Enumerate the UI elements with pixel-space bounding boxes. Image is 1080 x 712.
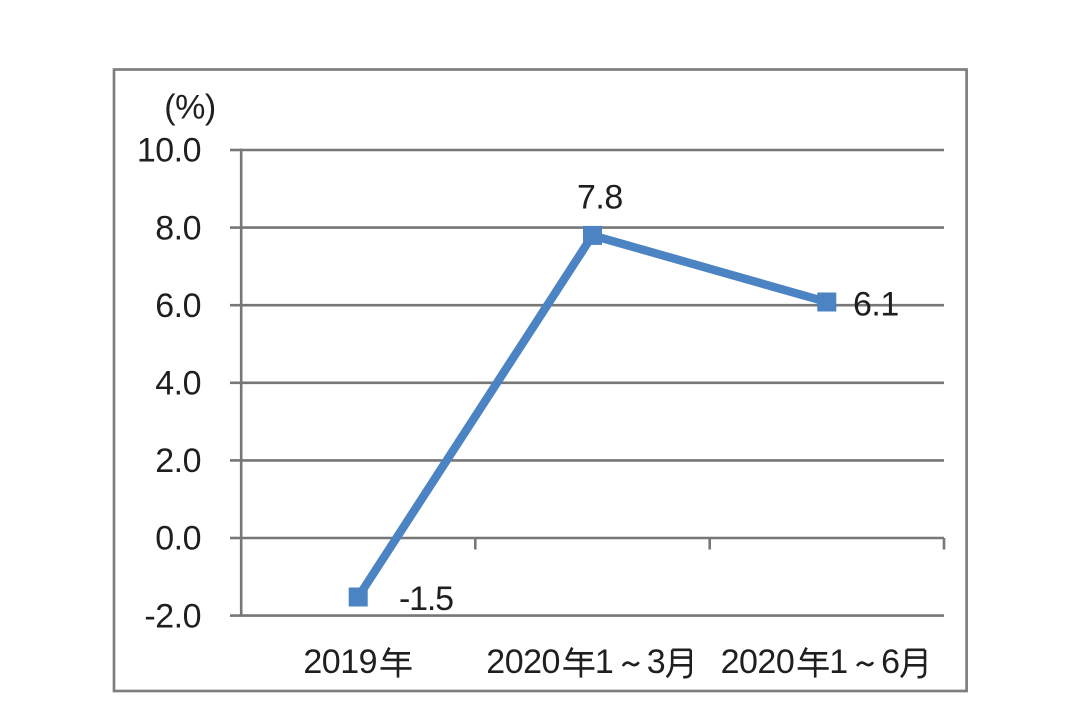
svg-text:6.1: 6.1 bbox=[853, 286, 899, 324]
svg-text:0.0: 0.0 bbox=[155, 520, 201, 558]
svg-text:(%): (%) bbox=[164, 89, 215, 127]
svg-text:8.0: 8.0 bbox=[155, 209, 201, 247]
svg-text:7.8: 7.8 bbox=[577, 179, 623, 217]
svg-text:2.0: 2.0 bbox=[155, 442, 201, 480]
svg-text:2019: 2019 bbox=[303, 643, 377, 681]
svg-text:6: 6 bbox=[881, 643, 899, 681]
svg-text:4.0: 4.0 bbox=[155, 365, 201, 403]
svg-text:2020: 2020 bbox=[721, 643, 795, 681]
svg-text:-2.0: -2.0 bbox=[144, 597, 201, 635]
svg-text:1: 1 bbox=[829, 643, 847, 681]
svg-text:10.0: 10.0 bbox=[137, 132, 201, 170]
svg-text:2020: 2020 bbox=[486, 643, 560, 681]
svg-text:-1.5: -1.5 bbox=[399, 580, 453, 618]
svg-text:3: 3 bbox=[647, 643, 665, 681]
svg-text:6.0: 6.0 bbox=[155, 287, 201, 325]
svg-text:1: 1 bbox=[595, 643, 613, 681]
